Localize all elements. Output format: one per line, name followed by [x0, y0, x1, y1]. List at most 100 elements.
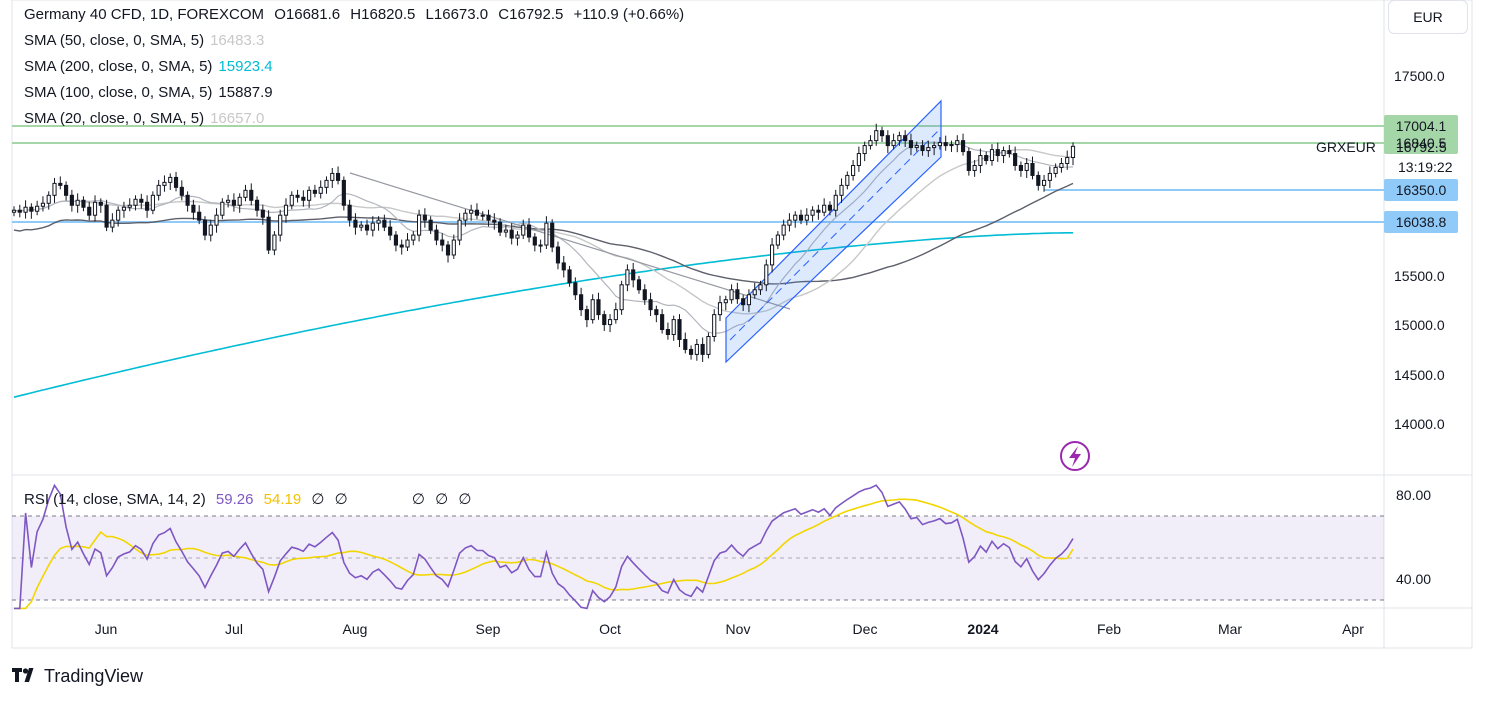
candle[interactable] [434, 229, 439, 241]
candle[interactable] [1053, 166, 1058, 174]
candle[interactable] [133, 198, 138, 206]
candle[interactable] [92, 201, 98, 216]
candle[interactable] [677, 319, 682, 340]
candle[interactable] [98, 201, 103, 206]
candle[interactable] [937, 142, 942, 147]
candle[interactable] [816, 209, 821, 213]
candle[interactable] [550, 222, 555, 248]
candle[interactable] [150, 194, 155, 211]
candle[interactable] [324, 179, 329, 188]
candle[interactable] [700, 343, 705, 355]
candle[interactable] [688, 348, 694, 355]
rsi-pane[interactable] [12, 483, 1384, 610]
candle[interactable] [1047, 172, 1052, 181]
candle[interactable] [1013, 153, 1018, 166]
candle[interactable] [318, 186, 323, 194]
candle[interactable] [243, 189, 248, 198]
candle[interactable] [428, 219, 433, 231]
candle[interactable] [283, 204, 289, 216]
candle[interactable] [665, 329, 671, 336]
candle[interactable] [11, 209, 17, 213]
candle[interactable] [926, 147, 931, 152]
candle[interactable] [648, 299, 653, 311]
candle[interactable] [220, 201, 225, 216]
candle[interactable] [607, 319, 613, 326]
candle[interactable] [260, 209, 265, 218]
candle[interactable] [712, 314, 717, 338]
candle[interactable] [636, 279, 642, 291]
candle[interactable] [984, 155, 989, 162]
candle[interactable] [573, 282, 578, 296]
candle[interactable] [416, 214, 422, 236]
candle[interactable] [567, 269, 572, 284]
candle[interactable] [69, 194, 74, 206]
candle[interactable] [897, 135, 902, 142]
candle[interactable] [851, 164, 856, 176]
candle[interactable] [660, 314, 665, 331]
candle[interactable] [903, 135, 908, 142]
candle[interactable] [486, 214, 491, 221]
candle[interactable] [538, 244, 543, 247]
candle[interactable] [335, 172, 341, 181]
candle[interactable] [955, 140, 960, 146]
candle[interactable] [989, 149, 995, 162]
rising-channel[interactable] [725, 99, 942, 364]
tradingview-brand[interactable]: TradingView [12, 666, 143, 687]
candle[interactable] [775, 234, 780, 246]
candle[interactable] [694, 343, 699, 355]
sma50-legend[interactable]: SMA (50, close, 0, SMA, 5) 16483.3 [24, 32, 264, 49]
candle[interactable] [121, 206, 127, 211]
channel-midline[interactable] [729, 127, 942, 341]
candle[interactable] [301, 196, 306, 201]
candle[interactable] [966, 151, 971, 171]
candle[interactable] [868, 140, 873, 147]
candle[interactable] [758, 284, 763, 291]
candle[interactable] [683, 338, 688, 350]
candle[interactable] [179, 186, 184, 196]
candle[interactable] [1001, 150, 1006, 157]
candle[interactable] [752, 289, 757, 296]
candle[interactable] [156, 184, 161, 196]
candle[interactable] [168, 176, 173, 183]
candle[interactable] [382, 219, 387, 228]
candle[interactable] [671, 319, 676, 336]
candle[interactable] [532, 236, 537, 246]
candle[interactable] [185, 194, 190, 206]
candle[interactable] [422, 214, 427, 221]
candle[interactable] [492, 219, 497, 223]
candle[interactable] [75, 199, 80, 206]
candle[interactable] [1065, 157, 1070, 164]
candle[interactable] [40, 202, 46, 207]
candle[interactable] [214, 214, 219, 226]
candle[interactable] [173, 176, 179, 188]
candle[interactable] [1070, 145, 1076, 159]
candle[interactable] [474, 209, 480, 216]
candle[interactable] [307, 189, 312, 201]
candle[interactable] [405, 239, 410, 248]
candle[interactable] [503, 229, 508, 233]
candle[interactable] [191, 204, 196, 213]
candle[interactable] [1018, 164, 1024, 171]
candle[interactable] [52, 182, 57, 196]
candle[interactable] [411, 234, 416, 241]
rsi-legend[interactable]: RSI (14, close, SMA, 14, 2) 59.26 54.19 … [24, 490, 471, 508]
candle[interactable] [278, 214, 283, 236]
candle[interactable] [104, 204, 109, 228]
candle[interactable] [891, 140, 896, 147]
candle[interactable] [590, 299, 595, 321]
candle[interactable] [596, 299, 601, 316]
candle[interactable] [17, 209, 22, 213]
candle[interactable] [197, 211, 202, 221]
candle[interactable] [978, 155, 983, 166]
candle[interactable] [295, 194, 300, 198]
candle[interactable] [480, 214, 485, 217]
candle[interactable] [787, 219, 792, 226]
candle[interactable] [839, 184, 844, 196]
candle[interactable] [399, 244, 404, 248]
candle[interactable] [723, 299, 728, 304]
candle[interactable] [960, 140, 966, 153]
candle[interactable] [521, 224, 526, 236]
candle[interactable] [498, 221, 503, 233]
candle[interactable] [249, 189, 254, 201]
candle[interactable] [856, 153, 861, 166]
